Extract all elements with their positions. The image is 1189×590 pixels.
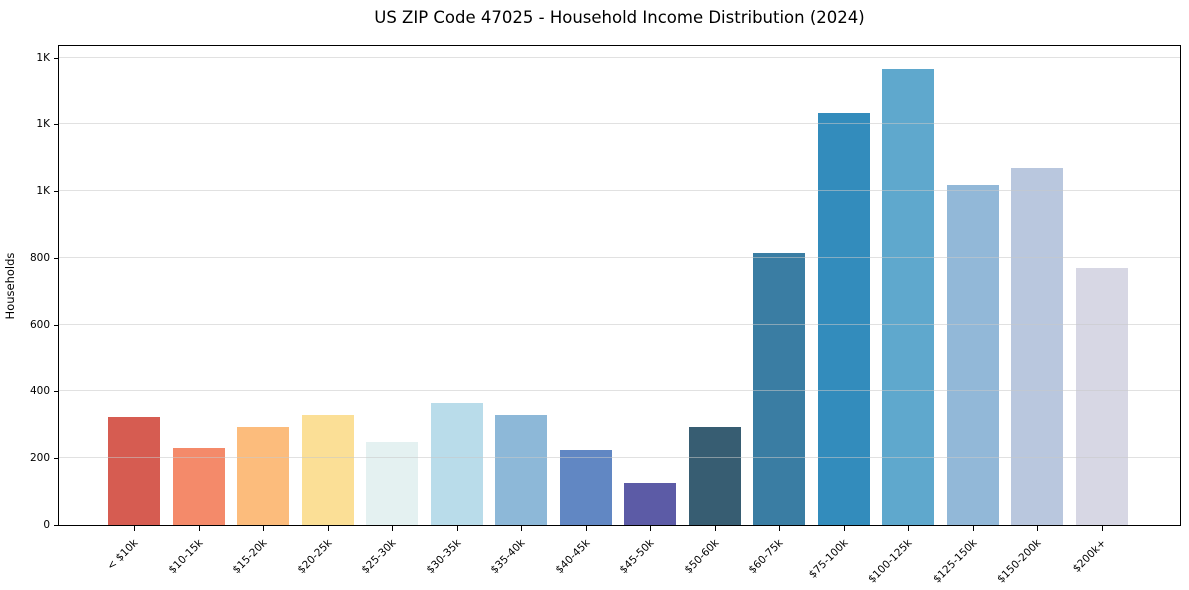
x-tick-label: $40-45k <box>553 537 593 577</box>
bar <box>753 253 806 525</box>
y-tick-label: 800 <box>29 252 50 264</box>
x-tick-mark <box>521 526 522 531</box>
x-tick-mark <box>199 526 200 531</box>
bar <box>624 483 677 525</box>
y-tick-mark <box>54 258 58 259</box>
x-tick-label: $10-15k <box>166 537 206 577</box>
y-tick-mark <box>54 325 58 326</box>
y-tick-label: 1K <box>36 185 50 197</box>
bar <box>1076 268 1128 525</box>
bar <box>882 69 935 525</box>
y-tick-label: 200 <box>29 452 50 464</box>
bar <box>559 450 612 525</box>
x-tick-mark <box>908 526 909 531</box>
x-tick-label: $50-60k <box>682 537 722 577</box>
bar <box>688 427 741 525</box>
bar <box>172 448 225 525</box>
x-tick-mark <box>586 526 587 531</box>
x-tick-mark <box>844 526 845 531</box>
bar <box>817 113 870 525</box>
x-tick-label: $45-50k <box>617 537 657 577</box>
x-tick-label: < $10k <box>104 537 141 573</box>
bar <box>237 427 290 525</box>
bars-layer <box>59 46 1180 525</box>
x-tick-label: $200k+ <box>1070 537 1109 575</box>
chart-title: US ZIP Code 47025 - Household Income Dis… <box>374 8 865 27</box>
y-tick-label: 0 <box>43 519 50 531</box>
x-tick-label: $15-20k <box>230 537 270 577</box>
x-tick-mark <box>1102 526 1103 531</box>
y-tick-mark <box>54 58 58 59</box>
bar <box>495 415 548 525</box>
bar <box>108 417 160 525</box>
bar <box>366 442 419 525</box>
x-tick-mark <box>134 526 135 531</box>
y-tick-label: 1K <box>36 118 50 130</box>
x-tick-mark <box>392 526 393 531</box>
x-tick-mark <box>973 526 974 531</box>
x-tick-label: $60-75k <box>746 537 786 577</box>
y-tick-mark <box>54 124 58 125</box>
x-tick-label: $30-35k <box>424 537 464 577</box>
y-axis-label: Households <box>3 252 17 320</box>
y-tick-label: 600 <box>29 319 50 331</box>
x-tick-label: $150-200k <box>994 537 1044 586</box>
x-tick-mark <box>457 526 458 531</box>
x-tick-label: $20-25k <box>295 537 335 577</box>
y-tick-mark <box>54 458 58 459</box>
x-tick-label: $100-125k <box>865 537 915 586</box>
y-tick-mark <box>54 391 58 392</box>
y-tick-mark <box>54 525 58 526</box>
x-tick-mark <box>328 526 329 531</box>
x-tick-mark <box>779 526 780 531</box>
x-tick-mark <box>715 526 716 531</box>
y-tick-mark <box>54 191 58 192</box>
bar <box>946 185 999 525</box>
plot-area <box>58 45 1181 526</box>
x-tick-mark <box>263 526 264 531</box>
bar <box>1011 168 1064 525</box>
y-tick-label: 400 <box>29 385 50 397</box>
bar <box>301 415 354 525</box>
x-tick-mark <box>1037 526 1038 531</box>
y-tick-label: 1K <box>36 52 50 64</box>
x-tick-label: $125-150k <box>930 537 980 586</box>
bar <box>430 403 483 525</box>
x-tick-label: $35-40k <box>488 537 528 577</box>
x-tick-label: $25-30k <box>359 537 399 577</box>
x-tick-mark <box>650 526 651 531</box>
x-tick-label: $75-100k <box>806 537 851 581</box>
